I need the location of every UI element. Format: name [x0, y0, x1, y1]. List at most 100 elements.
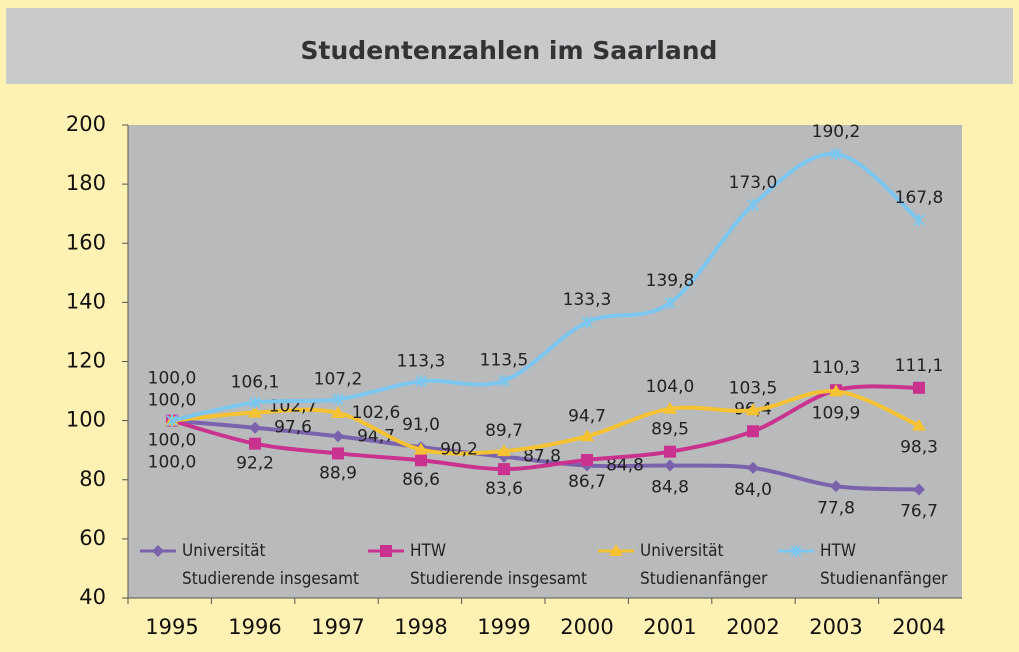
value-label: 84,8 — [651, 478, 689, 498]
plot-area — [128, 125, 962, 598]
marker — [414, 442, 428, 455]
value-label: 89,7 — [485, 421, 523, 441]
marker — [332, 430, 344, 443]
value-label: 91,0 — [402, 415, 440, 435]
marker — [581, 453, 593, 466]
marker — [663, 401, 677, 414]
marker — [498, 463, 510, 476]
value-label: 139,8 — [646, 271, 695, 291]
value-label: 107,2 — [314, 369, 363, 389]
marker — [415, 375, 427, 388]
marker — [913, 214, 925, 227]
value-label: 100,0 — [148, 431, 197, 451]
y-tick-label: 160 — [66, 230, 106, 254]
marker — [166, 414, 178, 427]
marker — [664, 445, 676, 458]
marker — [580, 429, 594, 442]
value-label: 111,1 — [895, 356, 944, 376]
marker — [152, 545, 164, 557]
value-label: 133,3 — [563, 290, 612, 310]
marker — [664, 459, 676, 472]
marker — [332, 393, 344, 406]
x-tick-label: 2002 — [726, 615, 779, 639]
marker — [498, 374, 510, 387]
value-label: 87,8 — [523, 447, 561, 467]
marker — [497, 444, 511, 457]
marker — [912, 418, 926, 431]
marker — [380, 545, 392, 557]
value-label: 76,7 — [900, 502, 938, 522]
value-label: 113,3 — [397, 351, 446, 371]
value-label: 86,7 — [568, 472, 606, 492]
value-label: 110,3 — [812, 358, 861, 378]
series-line — [171, 384, 920, 472]
marker — [829, 384, 843, 397]
marker — [913, 381, 925, 394]
value-label: 84,0 — [734, 480, 772, 500]
value-label: 103,5 — [729, 378, 778, 398]
legend-label: Universität Studienanfänger — [640, 541, 768, 589]
value-label: 83,6 — [485, 479, 523, 499]
marker — [249, 396, 261, 409]
x-tick-label: 2003 — [809, 615, 862, 639]
y-tick-label: 60 — [79, 526, 106, 550]
marker — [664, 296, 676, 309]
value-label: 113,5 — [480, 351, 529, 371]
value-label: 98,3 — [900, 438, 938, 458]
value-label: 100,0 — [148, 369, 197, 389]
marker — [790, 545, 802, 557]
value-label: 167,8 — [895, 188, 944, 208]
marker — [830, 147, 842, 160]
x-tick-label: 1996 — [228, 615, 281, 639]
legend-label: HTW Studierende insgesamt — [410, 541, 588, 589]
x-tick-label: 1999 — [477, 615, 530, 639]
x-tick-label: 1998 — [394, 615, 447, 639]
value-label: 84,8 — [606, 456, 644, 476]
value-label: 86,6 — [402, 470, 440, 490]
value-label: 77,8 — [817, 498, 855, 518]
marker — [249, 421, 261, 434]
value-label: 90,2 — [440, 440, 478, 460]
y-tick-label: 40 — [79, 585, 106, 609]
marker — [747, 461, 759, 474]
legend-label: HTW Studienanfänger — [820, 541, 948, 589]
marker — [609, 544, 623, 556]
y-tick-label: 80 — [79, 467, 106, 491]
legend-label: Universität Studierende insgesamt — [182, 541, 360, 589]
marker — [415, 454, 427, 467]
marker — [331, 405, 345, 418]
value-label: 94,7 — [357, 426, 395, 446]
marker — [581, 316, 593, 329]
series-line — [171, 151, 921, 423]
x-tick-label: 1995 — [145, 615, 198, 639]
value-label: 106,1 — [231, 373, 280, 393]
value-label: 92,2 — [236, 454, 274, 474]
value-label: 97,6 — [274, 418, 312, 438]
value-label: 100,0 — [148, 453, 197, 473]
x-tick-label: 1997 — [311, 615, 364, 639]
marker — [830, 480, 842, 493]
value-label: 88,9 — [319, 463, 357, 483]
value-label: 173,0 — [729, 173, 778, 193]
marker — [248, 405, 262, 418]
y-tick-label: 140 — [66, 289, 106, 313]
title-bar — [6, 8, 1013, 84]
y-tick-label: 100 — [66, 408, 106, 432]
x-tick-label: 2001 — [643, 615, 696, 639]
value-label: 190,2 — [812, 122, 861, 142]
value-label: 89,5 — [651, 420, 689, 440]
x-tick-label: 2000 — [560, 615, 613, 639]
series-line — [171, 418, 920, 492]
value-label: 100,0 — [148, 391, 197, 411]
marker — [913, 483, 925, 496]
value-label: 94,7 — [568, 406, 606, 426]
value-label: 102,6 — [352, 403, 401, 423]
series-line — [171, 389, 920, 456]
x-tick-label: 2004 — [892, 615, 945, 639]
marker — [332, 447, 344, 460]
y-tick-label: 120 — [66, 349, 106, 373]
y-tick-label: 200 — [66, 112, 106, 136]
y-tick-label: 180 — [66, 171, 106, 195]
